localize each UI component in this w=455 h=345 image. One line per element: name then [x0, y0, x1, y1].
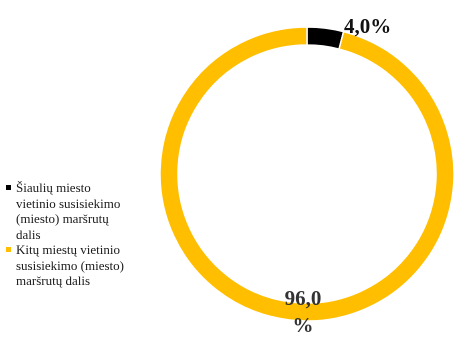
- legend-item-other-cities: Kitų miestų vietinio susisiekimo (miesto…: [6, 242, 206, 289]
- slice-other-cities: [159, 26, 455, 322]
- legend-label-other-cities: Kitų miestų vietinio susisiekimo (miesto…: [16, 242, 124, 288]
- data-label-other-cities: 96,0%: [284, 286, 322, 337]
- legend-marker-other-cities: [6, 247, 11, 252]
- legend-marker-siauliai: [6, 185, 11, 190]
- chart-legend: Šiaulių miesto vietinio susisiekimo (mie…: [6, 180, 206, 289]
- data-label-siauliai: 4,0%: [344, 14, 392, 38]
- legend-label-siauliai: Šiaulių miesto vietinio susisiekimo (mie…: [16, 180, 121, 242]
- legend-item-siauliai: Šiaulių miesto vietinio susisiekimo (mie…: [6, 180, 206, 242]
- slice-siauliai: [306, 26, 345, 50]
